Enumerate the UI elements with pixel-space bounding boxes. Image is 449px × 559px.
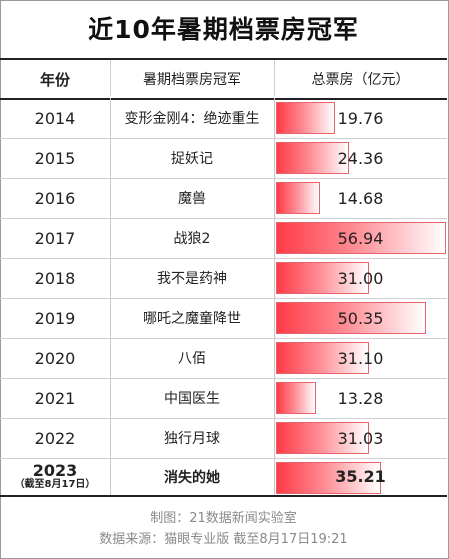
box-office-bar [276, 142, 349, 174]
row-year-value: 2023 [32, 460, 78, 480]
table-row: 2017 战狼2 56.94 [0, 218, 447, 259]
box-office-bar [276, 342, 369, 374]
table-row: 2014 变形金刚4：绝迹重生 19.76 [0, 98, 447, 139]
box-office-value: 31.10 [337, 348, 384, 368]
box-office-bar [276, 462, 381, 494]
box-office-bar [276, 262, 369, 294]
header-year: 年份 [39, 70, 70, 89]
table-row: 2020 八佰 31.10 [0, 338, 447, 379]
row-film: 独行月球 [164, 431, 220, 447]
row-year: 2015 [34, 148, 76, 168]
row-year: 2021 [34, 388, 76, 408]
box-office-value: 50.35 [337, 308, 384, 328]
row-film: 战狼2 [173, 231, 211, 247]
box-office-value: 19.76 [337, 108, 384, 128]
row-film: 消失的她 [164, 469, 220, 486]
row-year: 2020 [34, 348, 76, 368]
box-office-value: 14.68 [337, 188, 384, 208]
row-year: 2017 [34, 228, 76, 248]
table-row: 2015 捉妖记 24.36 [0, 138, 447, 179]
table-row: 2022 独行月球 31.03 [0, 418, 447, 459]
box-office-value: 56.94 [337, 228, 384, 248]
header-divider [274, 60, 275, 96]
box-office-bar [276, 422, 369, 454]
column-divider [110, 98, 111, 495]
table-header: 年份 暑期档票房冠军 总票房（亿元） [0, 58, 447, 100]
box-office-bar [276, 222, 446, 254]
row-year-note: （截至8月17日） [14, 478, 96, 490]
row-film: 中国医生 [164, 391, 220, 407]
footer: 制图：21数据新闻实验室 数据来源：猫眼专业版 截至8月17日19:21 [0, 508, 447, 550]
row-film: 捉妖记 [171, 151, 213, 167]
row-film: 我不是药神 [157, 271, 227, 287]
header-divider [110, 60, 111, 96]
box-office-value: 31.03 [337, 428, 384, 448]
column-divider [274, 98, 275, 495]
row-year: 2019 [34, 308, 76, 328]
table-row: 2016 魔兽 14.68 [0, 178, 447, 219]
row-film: 八佰 [178, 351, 206, 367]
footer-source: 数据来源：猫眼专业版 截至8月17日19:21 [99, 532, 348, 547]
footer-credit: 制图：21数据新闻实验室 [150, 511, 297, 526]
row-year: 2018 [34, 268, 76, 288]
table-row: 2021 中国医生 13.28 [0, 378, 447, 419]
box-office-bar [276, 302, 426, 334]
box-office-bar [276, 182, 320, 214]
box-office-bar [276, 102, 335, 134]
row-year: 2022 [34, 428, 76, 448]
box-office-bar [276, 382, 316, 414]
header-film: 暑期档票房冠军 [143, 72, 241, 88]
row-year: 2016 [34, 188, 76, 208]
table-row: 2019 哪吒之魔童降世 50.35 [0, 298, 447, 339]
table-row: 2023 （截至8月17日） 消失的她 35.21 [0, 458, 447, 497]
row-film: 变形金刚4：绝迹重生 [124, 111, 260, 127]
row-year: 2023 （截至8月17日） [0, 458, 110, 495]
box-office-value: 24.36 [337, 148, 384, 168]
row-film: 哪吒之魔童降世 [143, 311, 241, 327]
table-row: 2018 我不是药神 31.00 [0, 258, 447, 299]
header-total: 总票房（亿元） [311, 72, 410, 88]
row-year: 2014 [34, 108, 76, 128]
box-office-value: 13.28 [337, 388, 384, 408]
row-film: 魔兽 [178, 191, 206, 207]
box-office-value: 35.21 [335, 467, 386, 486]
box-office-value: 31.00 [337, 268, 384, 288]
chart-title: 近10年暑期档票房冠军 [88, 15, 359, 44]
